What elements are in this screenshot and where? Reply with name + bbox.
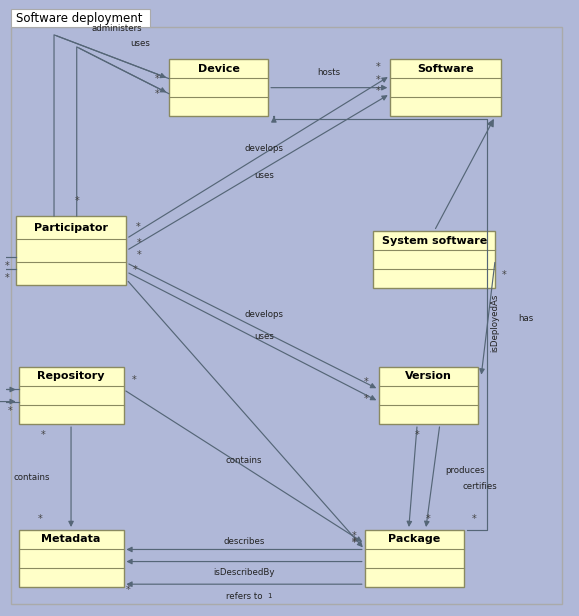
- Bar: [373, 231, 495, 288]
- Bar: [12, 9, 151, 27]
- Text: refers to: refers to: [226, 592, 262, 601]
- Text: System software: System software: [382, 235, 487, 246]
- Text: 1: 1: [267, 593, 272, 599]
- Text: has: has: [518, 314, 533, 323]
- Text: Software: Software: [417, 63, 474, 73]
- Text: uses: uses: [130, 39, 150, 49]
- Text: *: *: [155, 89, 160, 99]
- Text: certifies: certifies: [463, 482, 497, 490]
- Text: Package: Package: [388, 535, 441, 545]
- Text: isDescribedBy: isDescribedBy: [213, 568, 275, 577]
- Text: *: *: [364, 394, 369, 403]
- Text: contains: contains: [13, 472, 50, 482]
- Text: isDeployedAs: isDeployedAs: [490, 294, 500, 352]
- Bar: [169, 59, 268, 116]
- Text: hosts: hosts: [318, 68, 341, 77]
- Bar: [19, 367, 123, 424]
- Text: *: *: [135, 222, 140, 232]
- Text: Software deployment: Software deployment: [16, 12, 142, 25]
- Text: *: *: [131, 375, 136, 386]
- Text: *: *: [352, 530, 357, 541]
- Text: *: *: [364, 377, 369, 387]
- Text: uses: uses: [254, 171, 274, 180]
- Bar: [19, 530, 123, 587]
- Text: *: *: [426, 514, 431, 524]
- Bar: [16, 216, 126, 285]
- Text: *: *: [5, 261, 10, 271]
- Text: *: *: [375, 86, 380, 95]
- Text: *: *: [41, 430, 45, 440]
- Text: Device: Device: [197, 63, 240, 73]
- Text: *: *: [375, 75, 380, 86]
- Text: *: *: [501, 270, 506, 280]
- Text: Repository: Repository: [37, 371, 105, 381]
- Text: *: *: [133, 265, 137, 275]
- Bar: [365, 530, 464, 587]
- Text: *: *: [155, 73, 160, 84]
- Text: contains: contains: [226, 456, 262, 465]
- Text: *: *: [8, 405, 12, 416]
- Text: *: *: [126, 585, 130, 595]
- Bar: [390, 59, 501, 116]
- Bar: [379, 367, 478, 424]
- Text: *: *: [352, 537, 357, 546]
- Text: Metadata: Metadata: [41, 535, 101, 545]
- Text: *: *: [415, 430, 420, 440]
- Text: produces: produces: [446, 466, 485, 476]
- Text: *: *: [38, 514, 42, 524]
- Text: *: *: [137, 251, 141, 261]
- Text: develops: develops: [244, 309, 284, 318]
- Text: *: *: [5, 273, 10, 283]
- Text: *: *: [472, 514, 477, 524]
- Text: administers: administers: [92, 24, 142, 33]
- Text: Version: Version: [405, 371, 452, 381]
- Text: *: *: [375, 62, 380, 71]
- Text: uses: uses: [254, 332, 274, 341]
- Text: Participator: Participator: [34, 222, 108, 232]
- Text: develops: develops: [244, 144, 284, 153]
- Text: *: *: [137, 238, 141, 248]
- Text: *: *: [352, 538, 357, 548]
- Text: describes: describes: [223, 537, 265, 546]
- Text: *: *: [74, 196, 79, 206]
